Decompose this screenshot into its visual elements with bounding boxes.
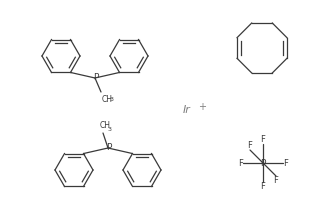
Text: P: P xyxy=(106,144,112,153)
Text: F: F xyxy=(283,158,288,167)
Text: CH: CH xyxy=(102,95,113,104)
Text: CH: CH xyxy=(100,121,111,130)
Text: 3: 3 xyxy=(110,97,114,102)
Text: F: F xyxy=(248,141,253,150)
Text: P: P xyxy=(93,74,99,83)
Text: +: + xyxy=(198,102,206,112)
Text: F: F xyxy=(238,158,243,167)
Text: Ir: Ir xyxy=(183,105,191,115)
Text: 3: 3 xyxy=(108,127,112,132)
Text: P: P xyxy=(260,158,266,167)
Text: F: F xyxy=(260,135,265,144)
Text: F: F xyxy=(274,176,278,185)
Text: F: F xyxy=(260,182,265,191)
